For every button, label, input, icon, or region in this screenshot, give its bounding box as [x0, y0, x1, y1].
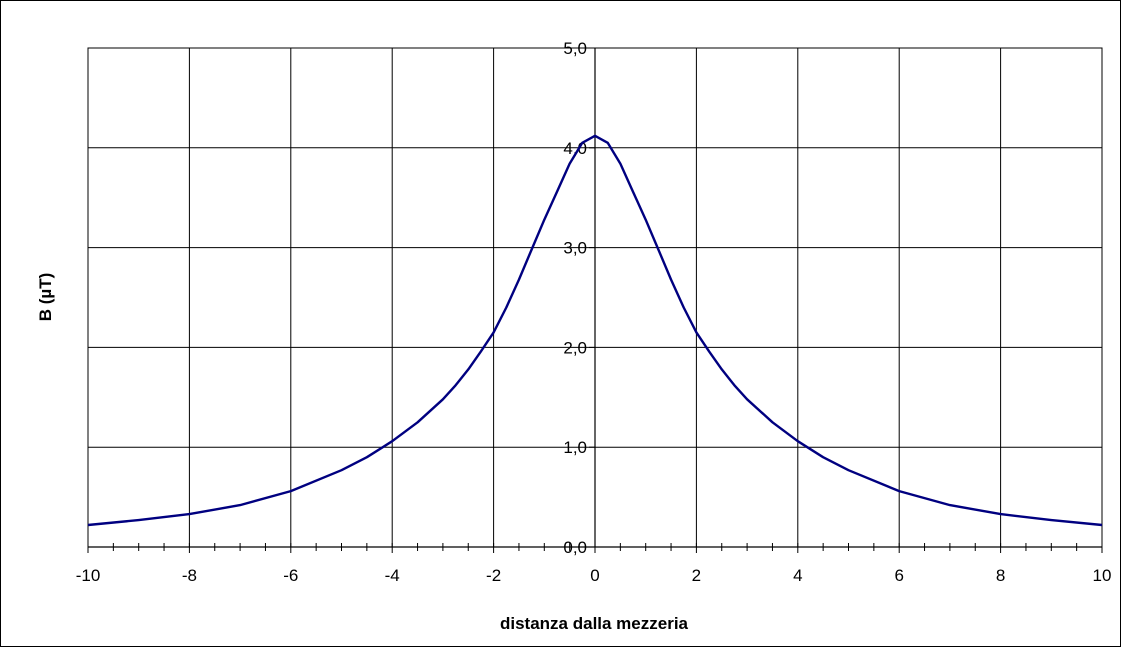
- x-tick-label: 8: [996, 566, 1005, 585]
- x-tick-label: 0: [590, 566, 599, 585]
- x-tick-label: -6: [283, 566, 298, 585]
- y-tick-label: 2,0: [563, 338, 587, 357]
- x-tick-label: -8: [182, 566, 197, 585]
- x-tick-label: -10: [76, 566, 101, 585]
- x-tick-label: 4: [793, 566, 802, 585]
- y-tick-label: 3,0: [563, 239, 587, 258]
- series: [87, 134, 1103, 527]
- x-tick-label: 6: [894, 566, 903, 585]
- x-tick-label: -4: [385, 566, 400, 585]
- y-tick-label: 0,0: [563, 538, 587, 557]
- y-tick-label: 1,0: [563, 438, 587, 457]
- x-tick-label: 10: [1093, 566, 1112, 585]
- y-tick-label: 5,0: [563, 39, 587, 58]
- x-tick-label: -2: [486, 566, 501, 585]
- grid: [87, 47, 1103, 548]
- y-axis-title: B (µT): [36, 273, 55, 322]
- series-line: [87, 134, 1103, 527]
- x-tick-label: 2: [692, 566, 701, 585]
- axes: [88, 48, 1102, 548]
- ticks: -10 -8 -6 -4 -2 0 2 4 6 8 100,01,02,03,04,05,0: [76, 39, 1112, 585]
- x-axis-title: distanza dalla mezzeria: [500, 614, 689, 633]
